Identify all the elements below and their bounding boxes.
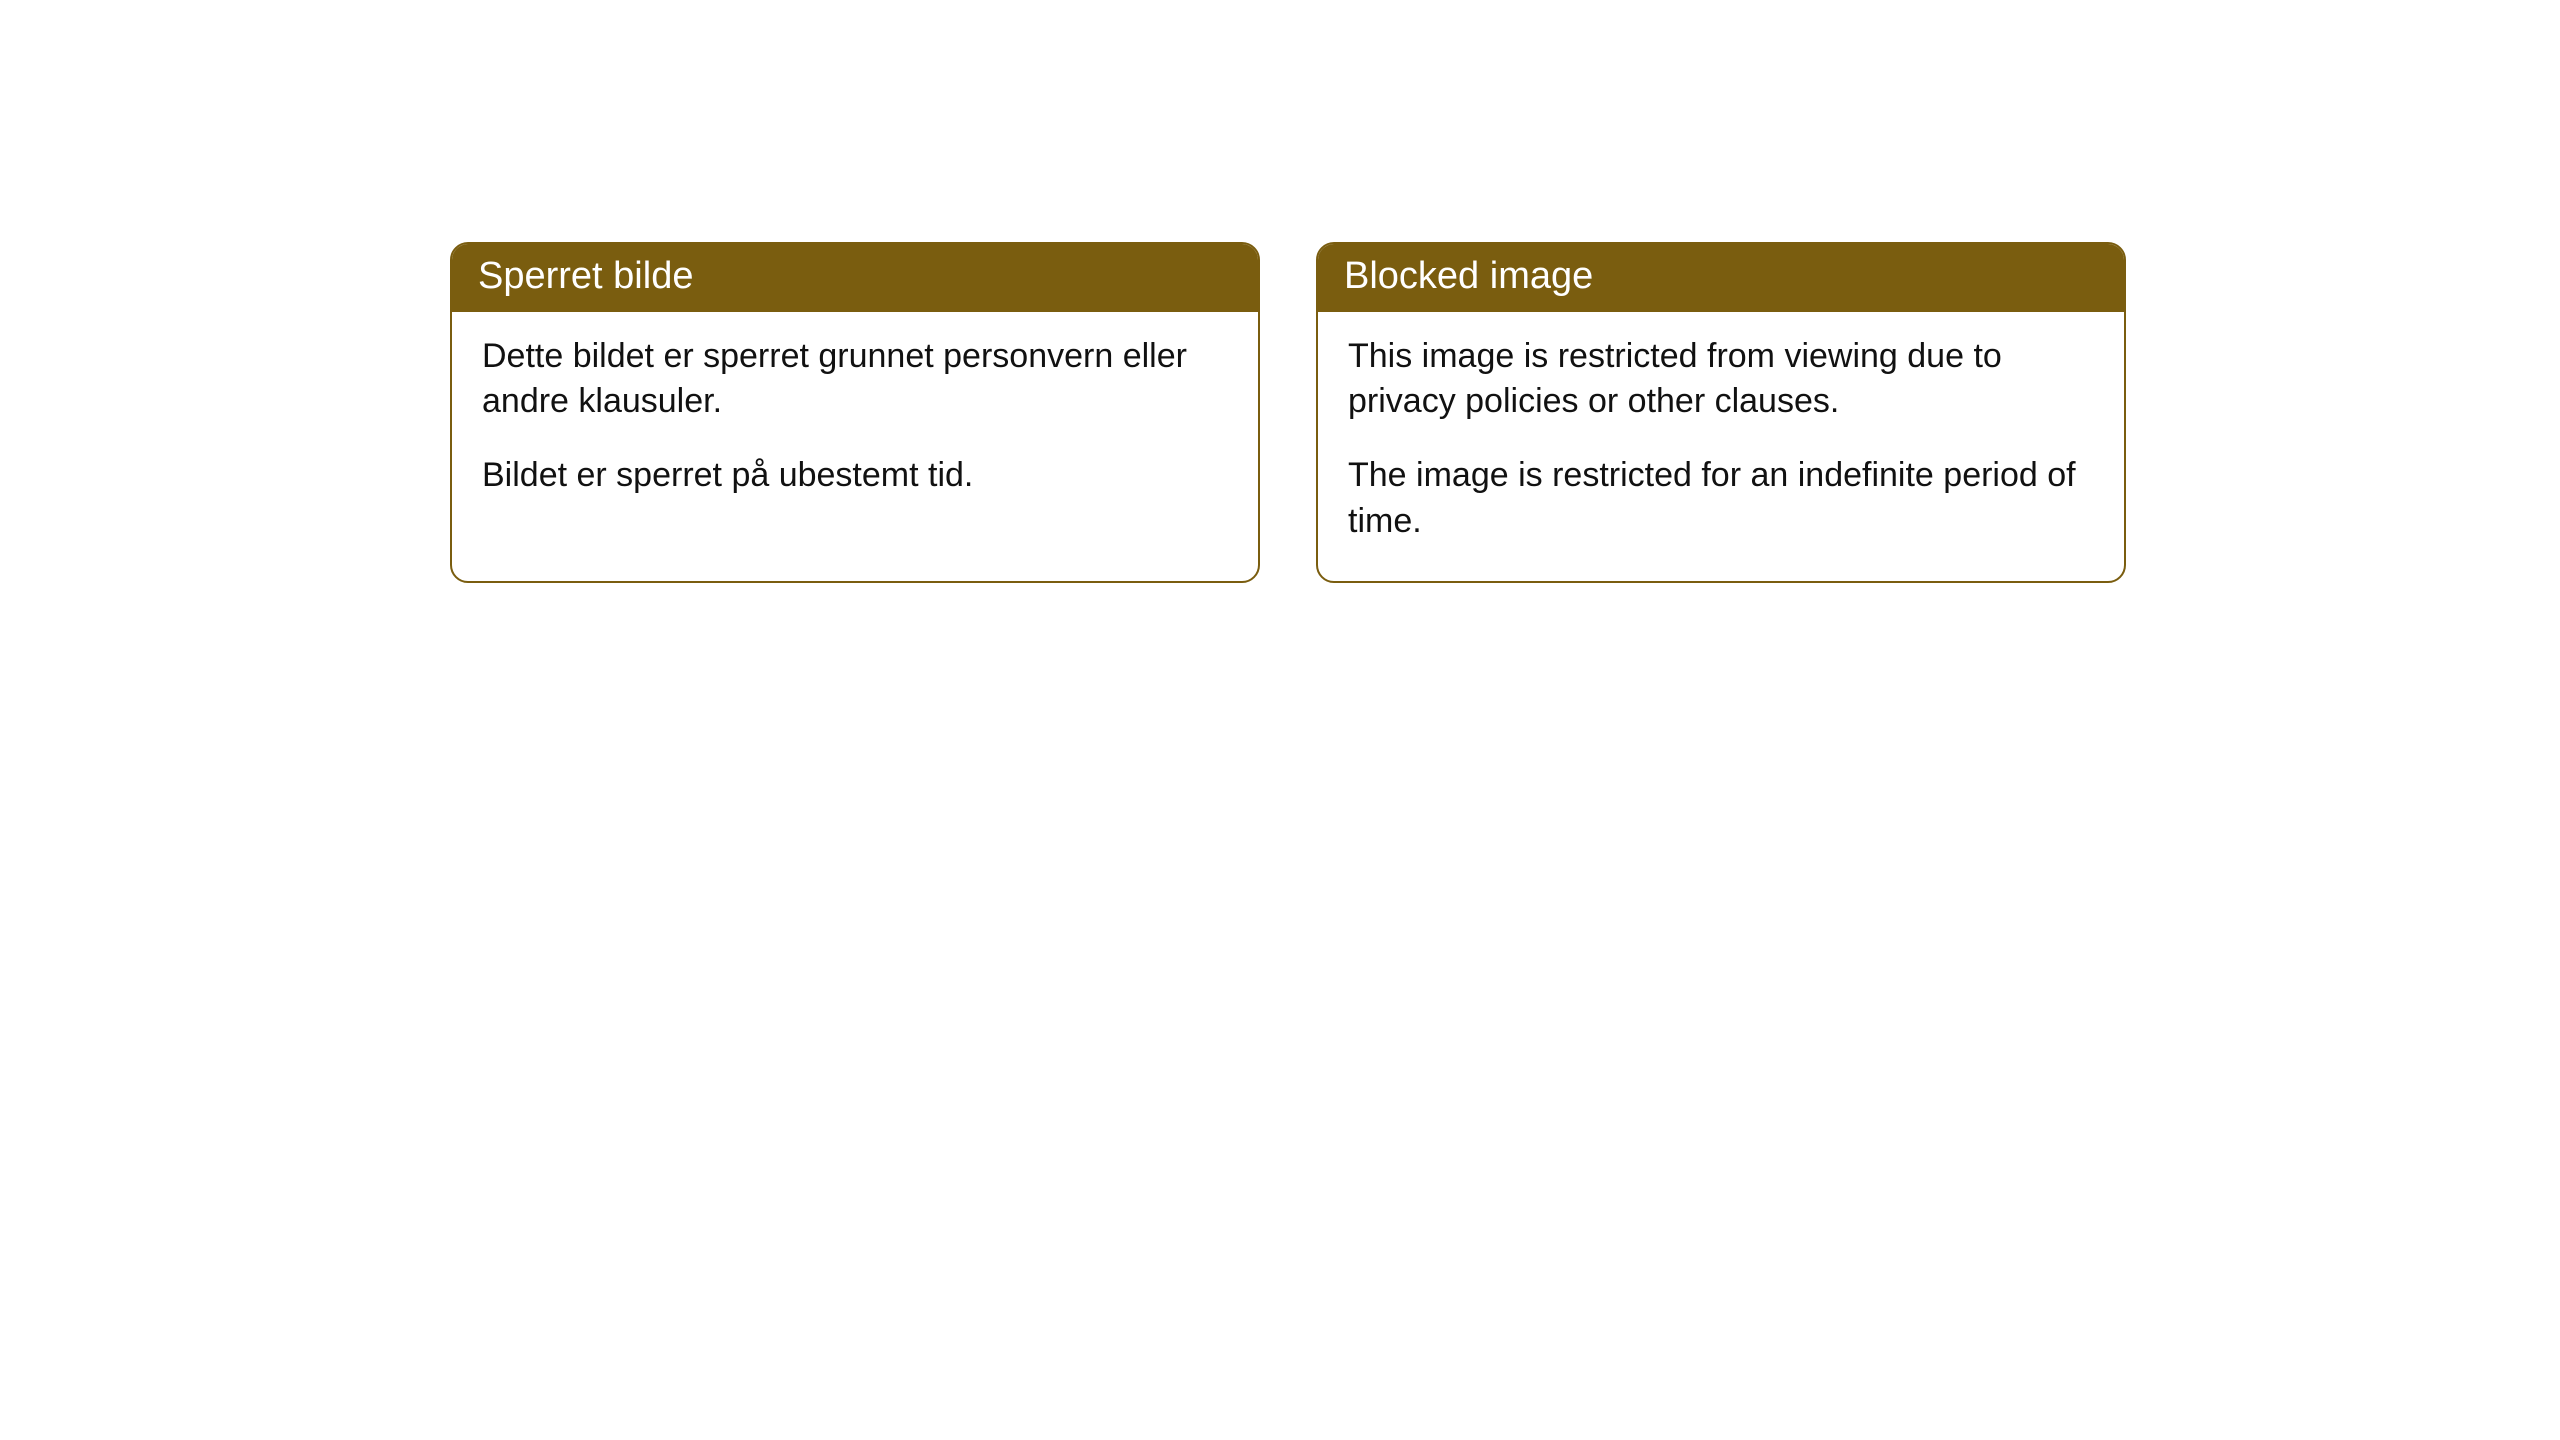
- card-paragraph-2: Bildet er sperret på ubestemt tid.: [482, 453, 1228, 499]
- card-paragraph-1: This image is restricted from viewing du…: [1348, 334, 2094, 426]
- card-header-english: Blocked image: [1318, 244, 2124, 312]
- card-body-english: This image is restricted from viewing du…: [1318, 312, 2124, 582]
- card-header-norwegian: Sperret bilde: [452, 244, 1258, 312]
- card-title: Blocked image: [1344, 255, 1593, 297]
- card-body-norwegian: Dette bildet er sperret grunnet personve…: [452, 312, 1258, 536]
- card-paragraph-2: The image is restricted for an indefinit…: [1348, 453, 2094, 545]
- card-paragraph-1: Dette bildet er sperret grunnet personve…: [482, 334, 1228, 426]
- blocked-image-card-norwegian: Sperret bilde Dette bildet er sperret gr…: [450, 242, 1260, 583]
- notice-container: Sperret bilde Dette bildet er sperret gr…: [0, 0, 2560, 583]
- card-title: Sperret bilde: [478, 255, 693, 297]
- blocked-image-card-english: Blocked image This image is restricted f…: [1316, 242, 2126, 583]
